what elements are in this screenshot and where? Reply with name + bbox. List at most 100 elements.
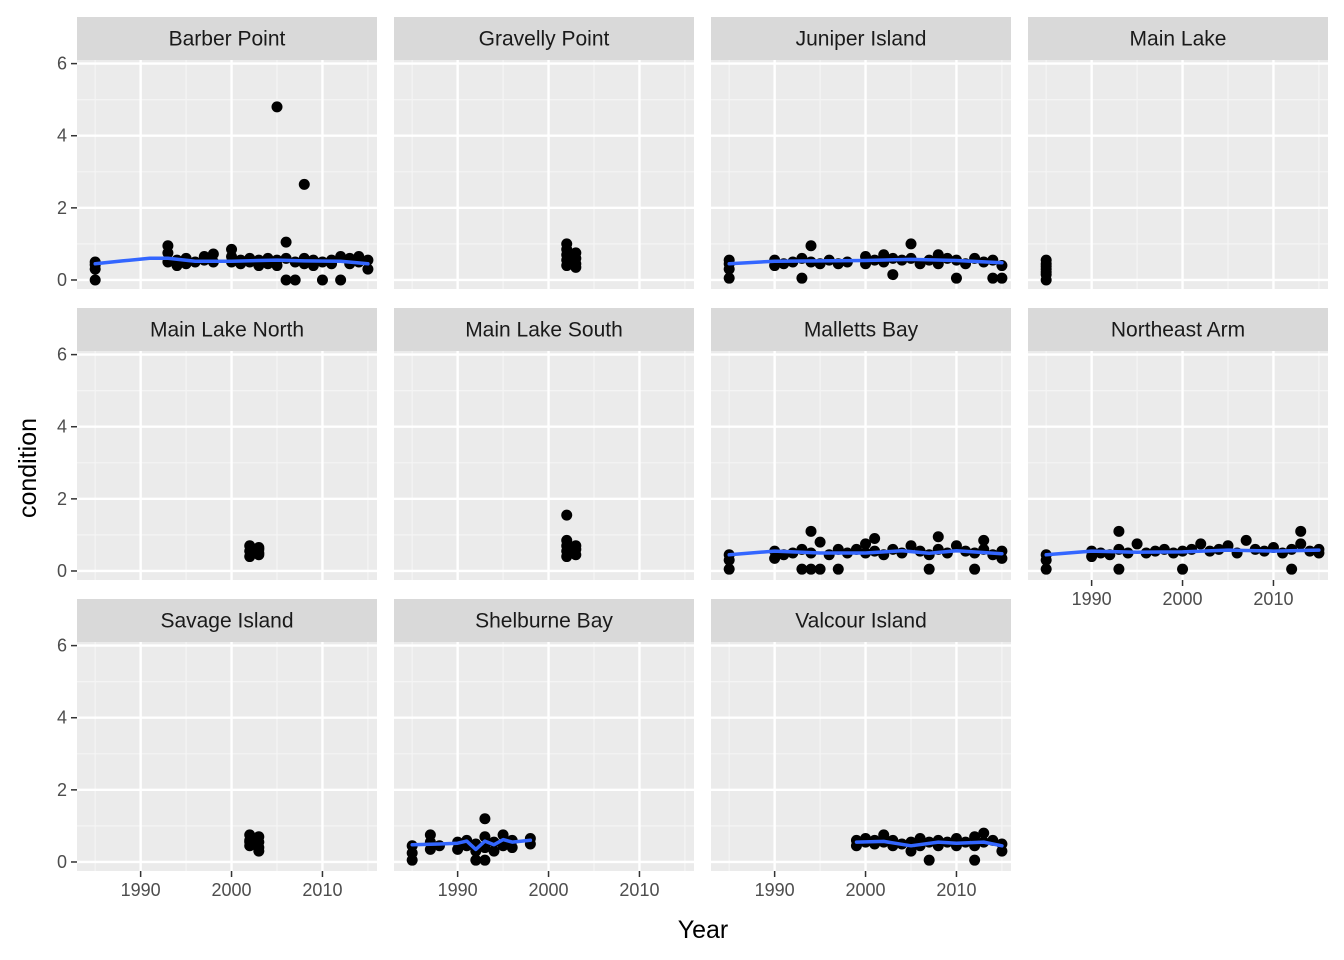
points-group (244, 540, 265, 563)
data-point (289, 274, 301, 286)
facet-strip (394, 308, 694, 351)
facet-panel: Main Lake South (394, 308, 694, 580)
grid-lines (394, 642, 694, 871)
y-tick-label: 4 (57, 126, 67, 146)
y-tick-label: 2 (57, 489, 67, 509)
x-tick-label: 1990 (755, 880, 795, 900)
y-tick-label: 0 (57, 270, 67, 290)
facet-strip-label: Malletts Bay (804, 319, 919, 342)
data-point (316, 274, 328, 286)
data-point (814, 563, 826, 575)
data-point (996, 845, 1008, 857)
facet-panel: Northeast Arm (1028, 308, 1328, 580)
points-group (723, 525, 1008, 575)
data-point (271, 260, 283, 272)
panel-background (1028, 60, 1328, 289)
data-point (253, 831, 265, 843)
data-point (905, 540, 917, 552)
facet-strip (394, 599, 694, 642)
x-tick-label: 2000 (529, 880, 569, 900)
grid-lines (711, 642, 1011, 871)
smooth-line (727, 257, 1004, 266)
panel-background (1028, 351, 1328, 580)
facet-strip (1028, 17, 1328, 60)
data-point (932, 531, 944, 543)
grid-lines (77, 642, 377, 871)
x-tick-label: 2010 (1253, 589, 1293, 609)
data-point (561, 551, 573, 563)
x-tick-label: 1990 (121, 880, 161, 900)
data-point (941, 252, 953, 264)
y-axis-title: condition (14, 418, 42, 518)
data-point (996, 272, 1008, 284)
grid-lines (711, 60, 1011, 289)
data-point (978, 827, 990, 839)
data-point (89, 274, 101, 286)
panels-layer: Barber Point Gravelly Point Juniper Island… (77, 17, 1328, 871)
data-point (1113, 563, 1125, 575)
data-point (226, 251, 238, 263)
facet-strip-label: Savage Island (160, 610, 293, 633)
smooth-line (410, 837, 533, 852)
data-point (561, 238, 573, 250)
data-point (171, 260, 183, 272)
data-point (362, 263, 374, 275)
y-tick-label: 2 (57, 780, 67, 800)
data-point (923, 854, 935, 866)
facet-strip (711, 17, 1011, 60)
y-tick-label: 4 (57, 708, 67, 728)
panel-background (711, 60, 1011, 289)
facet-strip (77, 308, 377, 351)
smooth-line (1044, 548, 1321, 557)
data-point (1040, 266, 1052, 278)
data-point (996, 552, 1008, 564)
data-point (1286, 563, 1298, 575)
facet-strip (711, 599, 1011, 642)
data-point (923, 563, 935, 575)
data-point (470, 854, 482, 866)
data-point (814, 536, 826, 548)
data-point (860, 538, 872, 550)
y-tick-label: 6 (57, 54, 67, 74)
data-point (723, 563, 735, 575)
x-tick-label: 2000 (212, 880, 252, 900)
data-point (969, 563, 981, 575)
axes-layer: 0 2 4 6 0 2 4 6 1990 2000 2010 0 2 4 6 1990 2000 2010 1990… (57, 54, 1293, 900)
data-point (1195, 538, 1207, 550)
data-point (244, 836, 256, 848)
facet-strip-label: Shelburne Bay (475, 610, 613, 633)
facet-strip-label: Northeast Arm (1111, 319, 1245, 342)
data-point (950, 272, 962, 284)
data-point (280, 274, 292, 286)
y-tick-label: 0 (57, 561, 67, 581)
data-point (253, 547, 265, 559)
data-point (887, 269, 899, 281)
grid-lines (394, 351, 694, 580)
points-group (1040, 254, 1052, 286)
facet-strip-label: Barber Point (169, 28, 286, 51)
data-point (978, 534, 990, 546)
data-point (488, 845, 500, 857)
data-point (244, 540, 256, 552)
y-tick-label: 2 (57, 198, 67, 218)
data-point (796, 563, 808, 575)
data-point (796, 272, 808, 284)
data-point (335, 251, 347, 263)
facet-panel: Main Lake (1028, 17, 1328, 289)
data-point (987, 272, 999, 284)
panel-background (77, 351, 377, 580)
data-point (253, 845, 265, 857)
x-tick-label: 2000 (846, 880, 886, 900)
data-point (932, 249, 944, 261)
grid-lines (711, 351, 1011, 580)
data-point (570, 247, 582, 259)
data-point (905, 845, 917, 857)
data-point (805, 525, 817, 537)
facet-panel: Gravelly Point (394, 17, 694, 289)
smooth-line (727, 549, 1004, 557)
panel-background (394, 351, 694, 580)
facet-strip-label: Main Lake (1130, 28, 1227, 51)
facet-panel: Malletts Bay (711, 308, 1011, 580)
data-point (307, 260, 319, 272)
